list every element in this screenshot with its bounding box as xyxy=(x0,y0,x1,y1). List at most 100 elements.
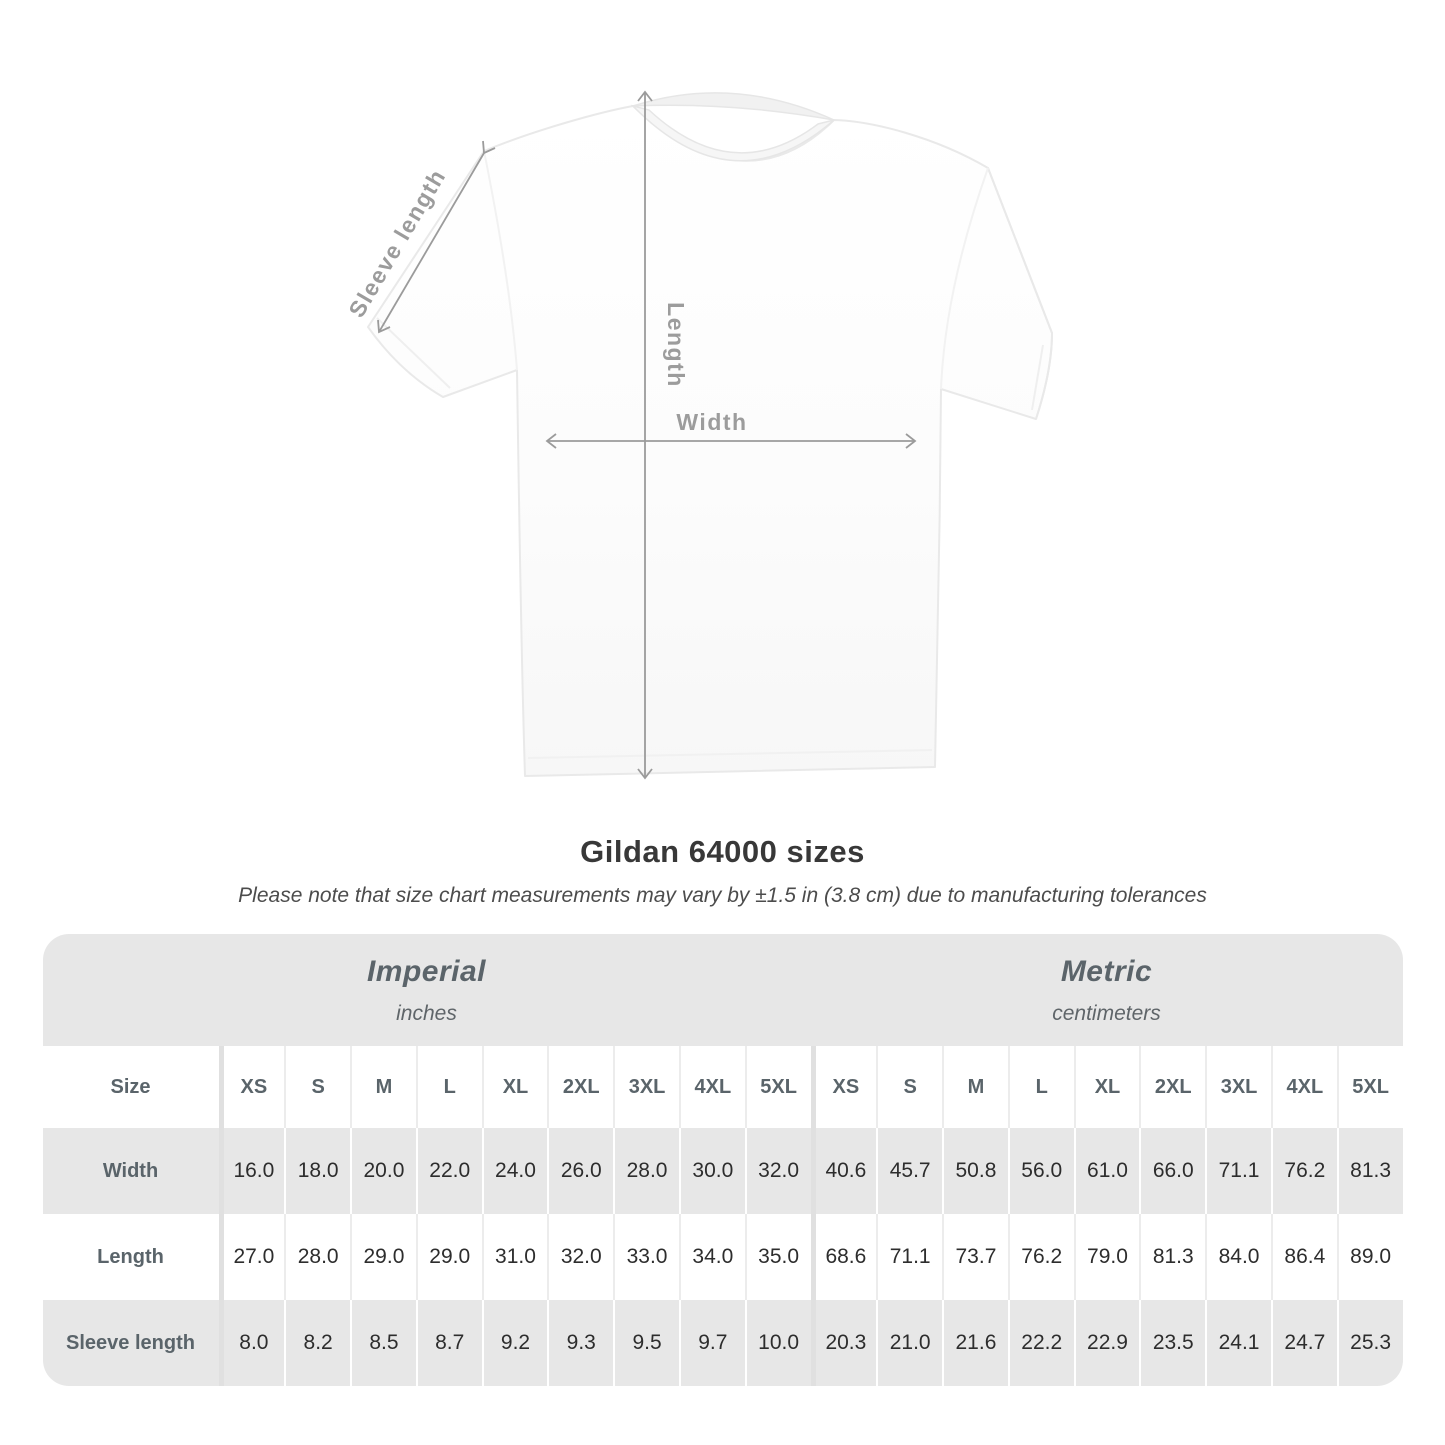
value-cell-imperial: 26.0 xyxy=(547,1128,614,1214)
shirt-diagram: Width Length Sleeve length xyxy=(343,90,1054,780)
value-cell-metric: 86.4 xyxy=(1270,1214,1337,1300)
value-cell-metric: 71.1 xyxy=(1205,1128,1271,1214)
tshirt-left-shoulder-seam xyxy=(483,150,518,371)
metric-section-header: Metric centimeters xyxy=(811,934,1403,1046)
width-label: Width xyxy=(676,409,747,435)
metric-title: Metric xyxy=(1060,954,1153,988)
value-cell-metric: 22.9 xyxy=(1073,1300,1140,1386)
value-cell-metric: 68.6 xyxy=(810,1214,877,1300)
value-cell-imperial: 34.0 xyxy=(678,1214,745,1300)
size-header-metric-l: L xyxy=(1007,1046,1074,1128)
value-cell-metric: 21.6 xyxy=(942,1300,1008,1386)
tshirt-back-collar xyxy=(632,92,835,121)
size-header-metric-4xl: 4XL xyxy=(1270,1046,1337,1128)
size-header-metric-2xl: 2XL xyxy=(1139,1046,1206,1128)
value-cell-imperial: 28.0 xyxy=(284,1214,351,1300)
value-cell-imperial: 27.0 xyxy=(218,1214,285,1300)
tshirt-right-sleeve-seam xyxy=(1031,344,1044,411)
value-cell-metric: 73.7 xyxy=(942,1214,1008,1300)
size-header-imperial-m: M xyxy=(350,1046,416,1128)
tshirt-collar-ring xyxy=(630,104,835,162)
tshirt-right-sleeve-edge xyxy=(987,167,1054,420)
value-cell-metric: 79.0 xyxy=(1073,1214,1140,1300)
value-cell-imperial: 8.7 xyxy=(415,1300,482,1386)
value-cell-metric: 61.0 xyxy=(1073,1128,1140,1214)
size-header-metric-xl: XL xyxy=(1073,1046,1140,1128)
value-cell-imperial: 24.0 xyxy=(481,1128,548,1214)
value-cell-imperial: 32.0 xyxy=(547,1214,614,1300)
value-cell-imperial: 29.0 xyxy=(350,1214,416,1300)
value-cell-metric: 76.2 xyxy=(1007,1214,1074,1300)
value-cell-metric: 21.0 xyxy=(876,1300,943,1386)
tshirt-hem-seam xyxy=(527,749,933,759)
value-cell-metric: 76.2 xyxy=(1270,1128,1337,1214)
value-cell-metric: 24.1 xyxy=(1205,1300,1271,1386)
imperial-section-header: Imperial inches xyxy=(43,934,811,1046)
row-label-width: Width xyxy=(42,1128,219,1214)
value-cell-imperial: 9.7 xyxy=(678,1300,745,1386)
value-cell-imperial: 30.0 xyxy=(678,1128,745,1214)
size-header-metric-m: M xyxy=(942,1046,1008,1128)
size-chart-table: Imperial inches Metric centimeters Size X… xyxy=(42,934,1403,1386)
value-cell-metric: 89.0 xyxy=(1336,1214,1403,1300)
value-cell-metric: 23.5 xyxy=(1139,1300,1206,1386)
value-cell-imperial: 9.2 xyxy=(481,1300,548,1386)
size-header-imperial-3xl: 3XL xyxy=(613,1046,679,1128)
value-cell-imperial: 20.0 xyxy=(350,1128,416,1214)
value-cell-imperial: 8.0 xyxy=(218,1300,285,1386)
size-header-imperial-xs: XS xyxy=(218,1046,285,1128)
size-column-header: Size xyxy=(42,1046,219,1128)
value-cell-imperial: 32.0 xyxy=(744,1128,811,1214)
value-cell-metric: 84.0 xyxy=(1205,1214,1271,1300)
size-header-metric-5xl: 5XL xyxy=(1336,1046,1403,1128)
value-cell-metric: 71.1 xyxy=(876,1214,943,1300)
imperial-title: Imperial xyxy=(366,954,487,988)
tshirt-left-sleeve-seam xyxy=(376,317,451,389)
value-cell-metric: 20.3 xyxy=(810,1300,877,1386)
value-cell-imperial: 35.0 xyxy=(744,1214,811,1300)
value-cell-imperial: 18.0 xyxy=(284,1128,351,1214)
value-cell-imperial: 9.3 xyxy=(547,1300,614,1386)
value-cell-metric: 56.0 xyxy=(1007,1128,1074,1214)
tolerance-note: Please note that size chart measurements… xyxy=(238,884,1207,907)
width-arrow xyxy=(545,433,917,449)
row-label-sleeve-length: Sleeve length xyxy=(42,1300,219,1386)
value-cell-metric: 81.3 xyxy=(1336,1128,1403,1214)
value-cell-imperial: 16.0 xyxy=(218,1128,285,1214)
size-header-imperial-l: L xyxy=(415,1046,482,1128)
title-block: Gildan 64000 sizes Please note that size… xyxy=(0,834,1445,908)
value-cell-metric: 81.3 xyxy=(1139,1214,1206,1300)
value-cell-metric: 24.7 xyxy=(1270,1300,1337,1386)
value-cell-imperial: 8.2 xyxy=(284,1300,351,1386)
value-cell-metric: 66.0 xyxy=(1139,1128,1206,1214)
sleeve-length-arrow xyxy=(377,140,496,334)
page-title: Gildan 64000 sizes xyxy=(580,834,865,869)
size-header-imperial-xl: XL xyxy=(481,1046,548,1128)
tshirt-right-shoulder-seam xyxy=(940,167,989,390)
unit-header-band: Imperial inches Metric centimeters xyxy=(42,934,1403,1046)
value-cell-imperial: 8.5 xyxy=(350,1300,416,1386)
metric-subtitle: centimeters xyxy=(1052,1001,1161,1025)
value-cell-imperial: 31.0 xyxy=(481,1214,548,1300)
size-header-imperial-s: S xyxy=(284,1046,351,1128)
value-cell-imperial: 29.0 xyxy=(415,1214,482,1300)
size-header-imperial-5xl: 5XL xyxy=(744,1046,811,1128)
size-header-imperial-4xl: 4XL xyxy=(678,1046,745,1128)
tshirt-measurement-svg: Width Length Sleeve length xyxy=(343,90,1054,780)
value-cell-imperial: 9.5 xyxy=(613,1300,679,1386)
row-label-length: Length xyxy=(42,1214,219,1300)
size-grid: Size XS S M L XL 2XL 3XL 4XL 5XL XS S M L XL 2XL 3XL 4XL 5… xyxy=(42,1046,1403,1386)
length-label: Length xyxy=(663,302,689,388)
value-cell-imperial: 10.0 xyxy=(744,1300,811,1386)
value-cell-metric: 40.6 xyxy=(810,1128,877,1214)
size-header-imperial-2xl: 2XL xyxy=(547,1046,614,1128)
value-cell-metric: 22.2 xyxy=(1007,1300,1074,1386)
value-cell-metric: 45.7 xyxy=(876,1128,943,1214)
value-cell-imperial: 28.0 xyxy=(613,1128,679,1214)
size-header-metric-3xl: 3XL xyxy=(1205,1046,1271,1128)
value-cell-imperial: 33.0 xyxy=(613,1214,679,1300)
size-header-metric-xs: XS xyxy=(810,1046,877,1128)
size-header-metric-s: S xyxy=(876,1046,943,1128)
value-cell-metric: 25.3 xyxy=(1336,1300,1403,1386)
